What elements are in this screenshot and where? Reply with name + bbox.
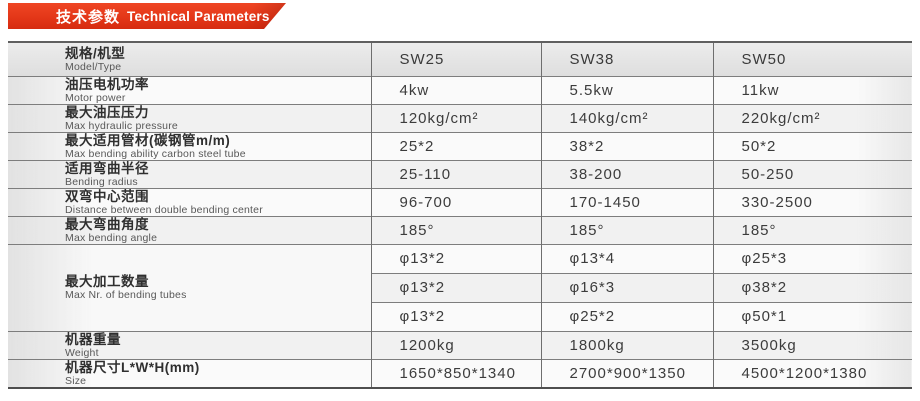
row-label-en: Max bending angle	[65, 231, 158, 244]
row-label-cell-merged: 最大加工数量 Max Nr. of bending tubes	[8, 243, 371, 331]
row-label-cell: 适用弯曲半径 Bending radius	[8, 159, 371, 188]
header-label-cell: 规格/机型 Model/Type	[8, 42, 371, 76]
table-row-max-tube: 最大适用管材(碳钢管m/m) Max bending ability carbo…	[8, 131, 912, 160]
param-value: 185°	[712, 215, 912, 244]
param-value: φ13*4	[540, 243, 713, 273]
param-value: 170-1450	[540, 187, 713, 216]
header-label-en: Model/Type	[65, 60, 122, 73]
param-value: 185°	[370, 215, 541, 244]
row-label-zh: 最大油压压力	[65, 104, 149, 120]
param-value: φ50*1	[712, 301, 912, 331]
param-value: φ38*2	[712, 272, 912, 302]
param-value: 50*2	[712, 131, 912, 160]
param-value: φ16*3	[540, 272, 713, 302]
param-value: 3500kg	[712, 330, 912, 359]
row-label-en: Max bending ability carbon steel tube	[65, 147, 246, 160]
row-label-zh: 最大加工数量	[65, 274, 149, 289]
row-label-zh: 最大适用管材(碳钢管m/m)	[65, 132, 231, 148]
param-value: φ25*3	[712, 243, 912, 273]
row-label-en: Motor power	[65, 91, 126, 104]
param-value: 4500*1200*1380	[712, 358, 912, 388]
param-value: 25-110	[370, 159, 541, 188]
param-value: 38-200	[540, 159, 713, 188]
table-row-weight: 机器重量 Weight 1200kg 1800kg 3500kg	[8, 330, 912, 359]
param-value: φ13*2	[370, 301, 541, 331]
param-value: 25*2	[370, 131, 541, 160]
table-row-double-bending-center: 双弯中心范围 Distance between double bending c…	[8, 187, 912, 216]
param-value: 140kg/cm²	[540, 103, 713, 132]
param-value: 1650*850*1340	[370, 358, 541, 388]
table-row-max-bending-angle: 最大弯曲角度 Max bending angle 185° 185° 185°	[8, 215, 912, 244]
param-value: 38*2	[540, 131, 713, 160]
section-title-banner: 技术参数 Technical Parameters	[8, 3, 286, 29]
row-label-cell: 油压电机功率 Motor power	[8, 75, 371, 104]
table-row-max-bending-tubes-1: 最大加工数量 Max Nr. of bending tubes φ13*2 φ1…	[8, 243, 912, 331]
row-label-zh: 机器尺寸L*W*H(mm)	[65, 359, 200, 375]
row-label-zh: 机器重量	[65, 331, 121, 347]
param-value: 1800kg	[540, 330, 713, 359]
column-header-sw50: SW50	[712, 42, 912, 76]
param-value: φ25*2	[540, 301, 713, 331]
table-row-motor-power: 油压电机功率 Motor power 4kw 5.5kw 11kw	[8, 75, 912, 104]
table-row-bending-radius: 适用弯曲半径 Bending radius 25-110 38-200 50-2…	[8, 159, 912, 188]
row-label-en: Distance between double bending center	[65, 203, 263, 216]
table-header-row: 规格/机型 Model/Type SW25 SW38 SW50	[8, 42, 912, 76]
param-value: φ13*2	[370, 243, 541, 273]
row-label-cell: 最大弯曲角度 Max bending angle	[8, 215, 371, 244]
row-label-en: Max hydraulic pressure	[65, 119, 178, 132]
param-value: 2700*900*1350	[540, 358, 713, 388]
table-row-max-hydraulic-pressure: 最大油压压力 Max hydraulic pressure 120kg/cm² …	[8, 103, 912, 132]
param-value: 120kg/cm²	[370, 103, 541, 132]
table-row-max-bending-tubes-2: φ13*2 φ16*3 φ38*2	[8, 272, 912, 302]
technical-parameters-table: 规格/机型 Model/Type SW25 SW38 SW50 油压电机功率 M…	[8, 41, 912, 389]
row-label-en: Max Nr. of bending tubes	[65, 289, 187, 301]
row-label-cell: 双弯中心范围 Distance between double bending c…	[8, 187, 371, 216]
param-value: 220kg/cm²	[712, 103, 912, 132]
column-header-sw25: SW25	[370, 42, 541, 76]
row-label-en: Weight	[65, 346, 99, 359]
row-label-zh: 油压电机功率	[65, 76, 149, 92]
row-label-cell: 机器尺寸L*W*H(mm) Size	[8, 358, 371, 388]
param-value: 4kw	[370, 75, 541, 104]
section-title-en: Technical Parameters	[127, 8, 270, 24]
row-label-zh: 双弯中心范围	[65, 188, 149, 204]
param-value: 11kw	[712, 75, 912, 104]
param-value: 5.5kw	[540, 75, 713, 104]
param-value: 330-2500	[712, 187, 912, 216]
row-label-cell: 机器重量 Weight	[8, 330, 371, 359]
row-label-cell: 最大适用管材(碳钢管m/m) Max bending ability carbo…	[8, 131, 371, 160]
param-value: φ13*2	[370, 272, 541, 302]
param-value: 185°	[540, 215, 713, 244]
header-label-zh: 规格/机型	[65, 45, 126, 61]
row-label-zh: 最大弯曲角度	[65, 216, 149, 232]
table-row-max-bending-tubes-3: φ13*2 φ25*2 φ50*1	[8, 301, 912, 331]
param-value: 1200kg	[370, 330, 541, 359]
row-label-zh: 适用弯曲半径	[65, 160, 149, 176]
param-value: 96-700	[370, 187, 541, 216]
row-label-cell: 最大油压压力 Max hydraulic pressure	[8, 103, 371, 132]
column-header-sw38: SW38	[540, 42, 713, 76]
row-label-en: Size	[65, 374, 87, 387]
table-row-size: 机器尺寸L*W*H(mm) Size 1650*850*1340 2700*90…	[8, 358, 912, 388]
row-label-en: Bending radius	[65, 175, 138, 188]
param-value: 50-250	[712, 159, 912, 188]
section-title-zh: 技术参数	[56, 8, 121, 26]
